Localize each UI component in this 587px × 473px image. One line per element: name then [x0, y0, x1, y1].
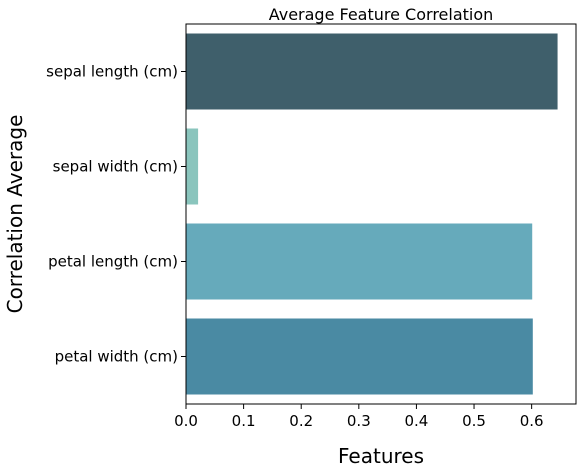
- bar-2: [186, 223, 533, 300]
- y-tick-label-1: sepal width (cm): [53, 158, 178, 176]
- x-tick-label-6: 0.6: [520, 412, 544, 430]
- y-tick-label-3: petal width (cm): [55, 348, 178, 366]
- x-tick-label-4: 0.4: [404, 412, 428, 430]
- x-tick-label-3: 0.3: [347, 412, 371, 430]
- y-tick-label-2: petal length (cm): [48, 253, 178, 271]
- x-axis-label: Features: [338, 444, 424, 468]
- bar-3: [186, 318, 533, 395]
- bars-layer: [186, 33, 558, 395]
- bar-0: [186, 33, 558, 110]
- x-tick-label-2: 0.2: [289, 412, 313, 430]
- x-tick-label-0: 0.0: [174, 412, 198, 430]
- bar-1: [186, 128, 199, 205]
- chart-title: Average Feature Correlation: [269, 5, 494, 24]
- x-tick-layer: 0.0 0.1 0.2 0.3 0.4 0.5 0.6: [174, 404, 544, 430]
- x-tick-label-5: 0.5: [462, 412, 486, 430]
- plot-frame: [185, 23, 577, 405]
- y-tick-layer: sepal length (cm) sepal width (cm) petal l…: [46, 63, 186, 366]
- x-tick-label-1: 0.1: [232, 412, 256, 430]
- y-tick-label-0: sepal length (cm): [46, 63, 178, 81]
- y-axis-label: Correlation Average: [3, 115, 27, 314]
